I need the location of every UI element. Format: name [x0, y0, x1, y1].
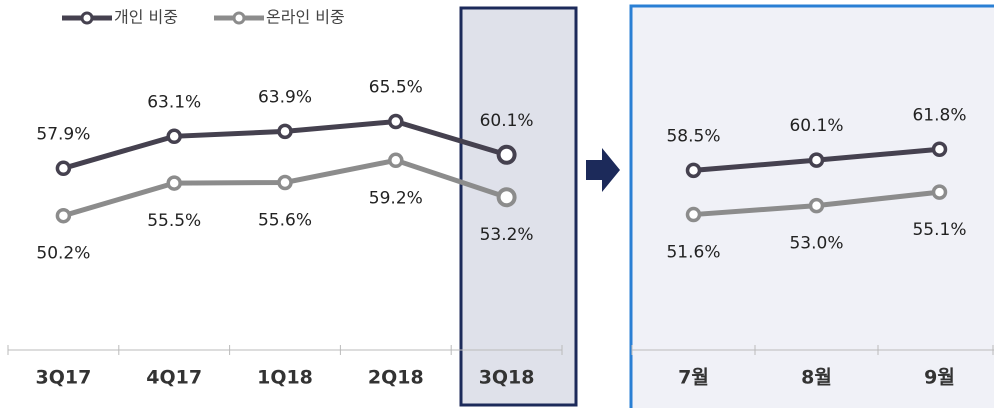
point	[496, 187, 517, 208]
point	[931, 184, 948, 200]
data-label: 60.1%	[789, 116, 843, 136]
legend-marker	[232, 11, 246, 25]
point	[277, 123, 293, 140]
data-label: 55.1%	[912, 220, 966, 240]
point	[166, 128, 182, 145]
point	[808, 152, 825, 168]
point	[277, 174, 293, 191]
arrow	[586, 148, 620, 192]
data-label: 65.5%	[369, 78, 423, 98]
point	[808, 197, 825, 214]
x-tick-label: 8월	[801, 367, 832, 389]
point	[496, 144, 517, 165]
data-label: 63.9%	[258, 87, 312, 107]
point	[685, 206, 702, 223]
data-label: 53.2%	[480, 225, 534, 245]
point	[388, 152, 404, 169]
data-label: 60.1%	[480, 111, 534, 131]
legend-label: 개인 비중	[114, 8, 178, 27]
point	[55, 207, 72, 224]
data-label: 51.6%	[666, 243, 720, 263]
data-label: 63.1%	[147, 92, 201, 112]
x-tick-label: 7월	[678, 367, 709, 389]
data-label: 58.5%	[666, 126, 720, 146]
data-label: 61.8%	[912, 105, 966, 125]
x-tick-label: 1Q18	[257, 367, 313, 389]
point	[388, 113, 404, 130]
legend-label: 온라인 비중	[266, 8, 345, 27]
data-label: 50.2%	[36, 244, 90, 264]
x-tick-label: 3Q17	[35, 367, 91, 389]
legend-marker	[80, 11, 94, 25]
data-label: 55.5%	[147, 211, 201, 231]
point	[685, 162, 702, 179]
x-tick-label: 3Q18	[479, 367, 535, 389]
data-label: 59.2%	[369, 188, 423, 208]
point	[55, 160, 72, 177]
point	[166, 175, 182, 191]
point	[931, 141, 948, 158]
data-label: 57.9%	[36, 124, 90, 144]
x-tick-label: 4Q17	[146, 367, 202, 389]
data-label: 53.0%	[789, 234, 843, 254]
highlight-box	[459, 6, 578, 407]
x-tick-label: 9월	[924, 367, 955, 389]
x-tick-label: 2Q18	[368, 367, 424, 389]
data-label: 55.6%	[258, 210, 312, 230]
